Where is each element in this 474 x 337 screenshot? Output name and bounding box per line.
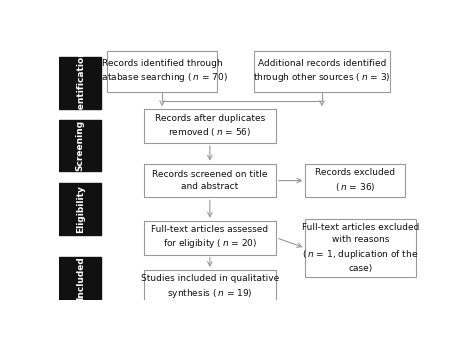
Bar — [59, 120, 101, 172]
Text: Records screened on title
and abstract: Records screened on title and abstract — [152, 170, 268, 191]
Text: Full-text articles assessed
for eligibity ( $n$ = 20): Full-text articles assessed for eligibit… — [151, 225, 268, 250]
Bar — [59, 57, 101, 109]
Text: Full-text articles excluded
with reasons
( $n$ = 1, duplication of the
case): Full-text articles excluded with reasons… — [302, 223, 419, 273]
Bar — [59, 183, 101, 235]
Text: Studies included in qualitative
synthesis ( $n$ = 19): Studies included in qualitative synthesi… — [141, 274, 279, 300]
Text: Records after duplicates
removed ( $n$ = 56): Records after duplicates removed ( $n$ =… — [155, 114, 265, 139]
Text: Identification: Identification — [76, 49, 85, 118]
Text: Records excluded
( $n$ = 36): Records excluded ( $n$ = 36) — [315, 168, 395, 193]
FancyBboxPatch shape — [144, 221, 276, 254]
Text: Screening: Screening — [76, 120, 85, 171]
FancyBboxPatch shape — [305, 219, 416, 277]
FancyBboxPatch shape — [305, 164, 405, 197]
FancyBboxPatch shape — [144, 270, 276, 304]
Text: Included: Included — [76, 256, 85, 300]
FancyBboxPatch shape — [254, 51, 390, 92]
Text: Additional records identified
through other sources ( $n$ = 3): Additional records identified through ot… — [253, 59, 391, 84]
Bar — [59, 257, 101, 299]
Text: Records identified through
database searching ( $n$ = 70): Records identified through database sear… — [96, 59, 228, 84]
FancyBboxPatch shape — [107, 51, 217, 92]
FancyBboxPatch shape — [144, 109, 276, 143]
Text: Eligibility: Eligibility — [76, 185, 85, 233]
FancyBboxPatch shape — [144, 164, 276, 197]
